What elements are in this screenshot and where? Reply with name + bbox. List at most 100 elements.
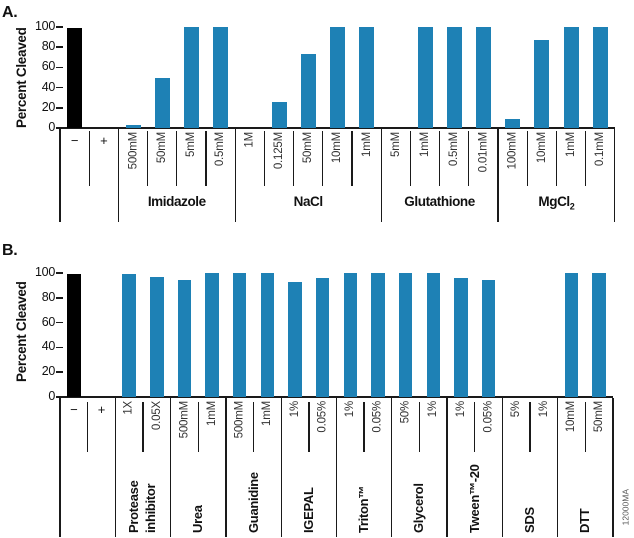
y-tick-mark <box>56 371 63 373</box>
y-tick-mark <box>56 272 63 274</box>
bar-label: 10mM <box>535 132 548 164</box>
group-separator <box>614 129 616 222</box>
bar-label: 1mM <box>565 132 577 157</box>
data-bar <box>454 277 468 397</box>
bar-separator <box>363 402 365 452</box>
group-label: Glycerol <box>411 483 427 533</box>
group-label: DTT <box>577 508 593 533</box>
control-bar <box>67 274 81 397</box>
data-bar <box>150 276 164 397</box>
y-tick-mark <box>56 346 63 349</box>
data-bar <box>125 124 141 128</box>
x-axis-line <box>56 396 613 398</box>
x-axis-line <box>56 127 615 129</box>
y-tick-label: 40 <box>41 79 56 94</box>
data-bar <box>505 118 521 128</box>
bar-separator <box>322 131 324 186</box>
group-label: Guanidine <box>245 472 261 533</box>
bar-separator <box>584 402 587 452</box>
bar-label: 0.5mM <box>448 132 461 167</box>
data-bar <box>154 77 170 128</box>
data-bar <box>122 274 136 397</box>
bar-label: 1mM <box>261 401 274 426</box>
y-tick-mark <box>56 297 63 299</box>
group-separator <box>234 129 236 222</box>
bar-label: 0.01mM <box>477 132 490 173</box>
bar-separator <box>205 131 207 186</box>
bar-separator <box>142 402 144 452</box>
data-bar <box>177 280 192 397</box>
bar-separator <box>197 402 199 452</box>
data-bar <box>417 27 433 128</box>
bar-label: 50mM <box>593 401 606 433</box>
bar-separator <box>409 131 412 186</box>
data-bar <box>481 280 496 397</box>
bar-separator <box>529 402 531 452</box>
bar-separator <box>418 402 421 452</box>
bar-label: + <box>100 133 108 148</box>
y-tick-label: 20 <box>41 364 56 379</box>
bar-label: 1mM <box>360 132 373 157</box>
group-label: IGEPAL <box>300 487 316 533</box>
group-label: Urea <box>190 505 206 533</box>
bar-separator <box>468 131 470 186</box>
bar-label: 1% <box>537 401 550 418</box>
data-bar <box>446 27 462 128</box>
group-separator <box>612 398 614 537</box>
bar-label: 0.05X <box>150 401 163 431</box>
bar-label: + <box>97 402 106 417</box>
group-separator <box>497 129 499 222</box>
bar-label: 0.1mM <box>594 132 607 167</box>
group-separator <box>557 398 559 537</box>
data-bar <box>183 27 199 128</box>
y-tick-mark <box>56 46 63 48</box>
data-bar <box>329 27 345 128</box>
group-separator <box>380 129 382 222</box>
data-bar <box>371 273 385 397</box>
bar-label: 1M <box>243 132 256 148</box>
y-tick-label: 100 <box>35 265 55 279</box>
bar-label: 500mM <box>233 401 246 439</box>
data-bar <box>564 273 579 397</box>
bar-label: 0.05% <box>482 401 495 433</box>
group-label: inhibitor <box>143 483 159 533</box>
group-label-subscript: 2 <box>569 201 575 212</box>
bar-label: 1mM <box>206 401 219 426</box>
bar-label: 1X <box>123 401 136 415</box>
data-bar <box>315 277 330 397</box>
group-separator <box>117 129 120 222</box>
bar-label: 1% <box>344 401 357 418</box>
bar-label: 1% <box>427 401 440 418</box>
data-bar <box>213 27 229 128</box>
bar-separator <box>252 402 255 452</box>
data-bar <box>398 273 413 397</box>
group-separator <box>391 398 393 537</box>
y-tick-label: 80 <box>41 39 56 54</box>
group-separator <box>225 398 227 537</box>
group-label: Protease <box>126 480 142 533</box>
bar-label: 0.125M <box>273 132 285 170</box>
bar-label: − <box>70 402 78 417</box>
data-bar <box>260 273 275 397</box>
data-bar <box>563 27 579 128</box>
y-tick-label: 0 <box>48 120 55 134</box>
group-label: Imidazole <box>147 194 206 209</box>
bar-label: 500mM <box>178 401 191 439</box>
bar-label: 500mM <box>127 132 139 170</box>
y-tick-label: 80 <box>41 289 56 304</box>
group-separator <box>114 398 116 537</box>
y-tick-label: 60 <box>41 59 56 74</box>
data-bar <box>359 27 375 128</box>
data-bar <box>534 40 550 128</box>
group-label: Triton™ <box>356 485 372 533</box>
data-bar <box>271 101 287 128</box>
bar-separator <box>263 131 266 186</box>
bar-label: 50% <box>399 401 412 424</box>
bar-label: 10mM <box>331 132 344 164</box>
bar-separator <box>146 131 149 186</box>
data-bar <box>288 281 302 397</box>
data-bar <box>592 273 606 397</box>
data-bar <box>343 273 358 397</box>
bar-label: 1% <box>289 401 302 418</box>
